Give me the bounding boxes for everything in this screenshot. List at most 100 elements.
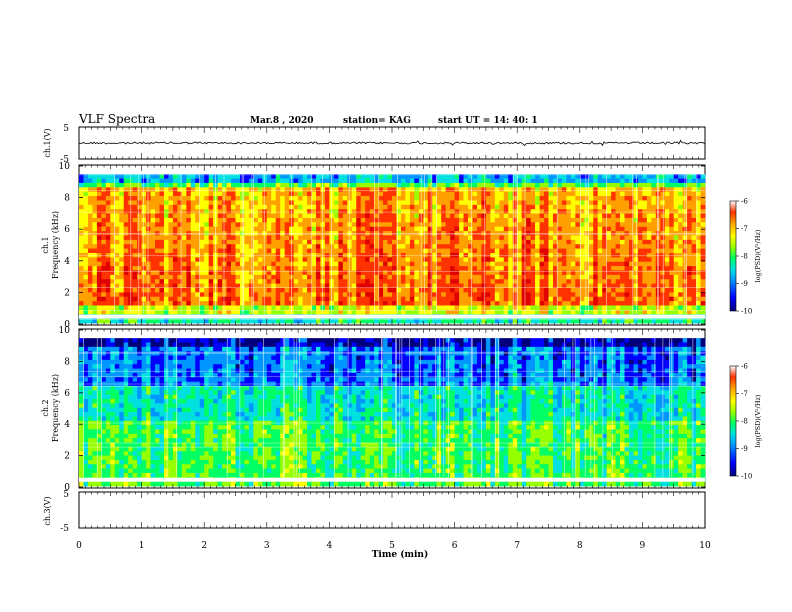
spectrogram-cell bbox=[503, 318, 509, 324]
spectrogram-cell bbox=[208, 296, 214, 302]
spectrogram-cell bbox=[235, 252, 241, 258]
spectrogram-cell bbox=[369, 217, 375, 223]
spectrogram-cell bbox=[664, 301, 670, 306]
spectrogram-cell bbox=[123, 266, 129, 271]
spectrogram-cell bbox=[620, 274, 625, 280]
spectrogram-cell bbox=[383, 252, 388, 258]
spectrogram-cell bbox=[298, 213, 303, 219]
spectrogram-cell bbox=[253, 287, 259, 293]
spectrogram-cell bbox=[521, 305, 527, 311]
spectrogram-cell bbox=[642, 274, 648, 280]
spectrogram-cell bbox=[132, 274, 138, 280]
spectrogram-cell bbox=[463, 301, 469, 306]
spectrogram-cell bbox=[96, 217, 102, 223]
spectrogram-cell bbox=[266, 252, 272, 258]
spectrogram-cell bbox=[137, 178, 142, 184]
spectrogram-cell bbox=[548, 200, 554, 206]
spectrogram-cell bbox=[329, 287, 335, 293]
spectrogram-cell bbox=[526, 209, 532, 214]
spectrogram-cell bbox=[392, 283, 397, 289]
spectrogram-cell bbox=[181, 196, 187, 201]
spectrogram-cell bbox=[311, 182, 317, 188]
spectrogram-cell bbox=[110, 200, 116, 206]
spectrogram-cell bbox=[177, 204, 183, 210]
spectrogram-cell bbox=[208, 182, 214, 188]
spectrogram-cell bbox=[584, 287, 590, 293]
spectrogram-cell bbox=[700, 196, 706, 201]
spectrogram-cell bbox=[584, 301, 590, 306]
spectrogram-cell bbox=[526, 318, 532, 324]
spectrogram-cell bbox=[530, 174, 536, 179]
spectrogram-cell bbox=[414, 248, 420, 254]
spectrogram-cell bbox=[544, 318, 549, 324]
spectrogram-cell bbox=[356, 187, 362, 193]
spectrogram-cell bbox=[557, 338, 563, 343]
spectrogram-cell bbox=[432, 222, 438, 228]
spectrogram-cell bbox=[566, 200, 572, 206]
spectrogram-cell bbox=[253, 191, 259, 197]
spectrogram-cell bbox=[579, 279, 585, 285]
spectrogram-cell bbox=[539, 226, 545, 232]
spectrogram-cell bbox=[633, 261, 639, 267]
spectrogram-cell bbox=[409, 248, 415, 254]
spectrogram-cell bbox=[673, 261, 679, 267]
spectrogram-cell bbox=[561, 178, 567, 184]
spectrogram-cell bbox=[490, 213, 496, 219]
spectrogram-cell bbox=[257, 209, 263, 214]
spectrogram-cell bbox=[275, 309, 281, 315]
spectrogram-cell bbox=[593, 338, 599, 343]
spectrogram-cell bbox=[110, 178, 116, 184]
spectrogram-cell bbox=[96, 266, 102, 271]
spectrogram-cell bbox=[262, 287, 268, 293]
spectrogram-cell bbox=[673, 235, 679, 241]
spectrogram-cell bbox=[423, 252, 429, 258]
spectrogram-cell bbox=[459, 239, 464, 245]
spectrogram-cell bbox=[101, 174, 107, 179]
spectrogram-cell bbox=[177, 274, 183, 280]
spectrogram-cell bbox=[696, 226, 701, 232]
spectrogram-cell bbox=[226, 213, 232, 219]
spectrogram-cell bbox=[146, 318, 151, 324]
spectrogram-cell bbox=[633, 204, 639, 210]
spectrogram-cell bbox=[490, 226, 496, 232]
spectrogram-cell bbox=[378, 178, 384, 184]
spectrogram-cell bbox=[508, 217, 514, 223]
spectrogram-cell bbox=[351, 309, 357, 315]
spectrogram-cell bbox=[445, 252, 451, 258]
spectrogram-cell bbox=[512, 217, 518, 223]
spectrogram-cell bbox=[199, 296, 205, 302]
spectrogram-cell bbox=[110, 309, 116, 315]
spectrogram-cell bbox=[637, 287, 643, 293]
spectrogram-cell bbox=[150, 200, 156, 206]
spectrogram-cell bbox=[548, 283, 554, 289]
spectrogram-cell bbox=[678, 248, 684, 254]
spectrogram-cell bbox=[123, 226, 129, 232]
spectrogram-cell bbox=[584, 244, 590, 249]
spectrogram-cell bbox=[186, 292, 192, 298]
spectrogram-cell bbox=[521, 318, 527, 324]
spectrogram-cell bbox=[347, 235, 353, 241]
spectrogram-cell bbox=[476, 309, 482, 315]
spectrogram-cell bbox=[146, 200, 151, 206]
spectrogram-cell bbox=[253, 305, 259, 311]
spectrogram-cell bbox=[396, 305, 402, 311]
spectrogram-cell bbox=[222, 213, 227, 219]
spectrogram-cell bbox=[579, 200, 585, 206]
spectrogram-cell bbox=[620, 318, 625, 324]
spectrogram-cell bbox=[396, 274, 402, 280]
spectrogram-cell bbox=[266, 239, 272, 245]
spectrogram-cell bbox=[342, 296, 348, 302]
spectrogram-cell bbox=[575, 244, 581, 249]
spectrogram-cell bbox=[678, 292, 684, 298]
spectrogram-cell bbox=[570, 217, 576, 223]
spectrogram-cell bbox=[570, 309, 576, 315]
spectrogram-cell bbox=[83, 187, 89, 193]
spectrogram-cell bbox=[490, 217, 496, 223]
spectrogram-cell bbox=[119, 257, 125, 263]
spectrogram-cell bbox=[651, 279, 657, 285]
spectrogram-cell bbox=[195, 226, 201, 232]
spectrogram-cell bbox=[602, 292, 608, 298]
spectrogram-cell bbox=[664, 270, 670, 276]
spectrogram-cell bbox=[584, 196, 590, 201]
spectrogram-cell bbox=[606, 196, 612, 201]
